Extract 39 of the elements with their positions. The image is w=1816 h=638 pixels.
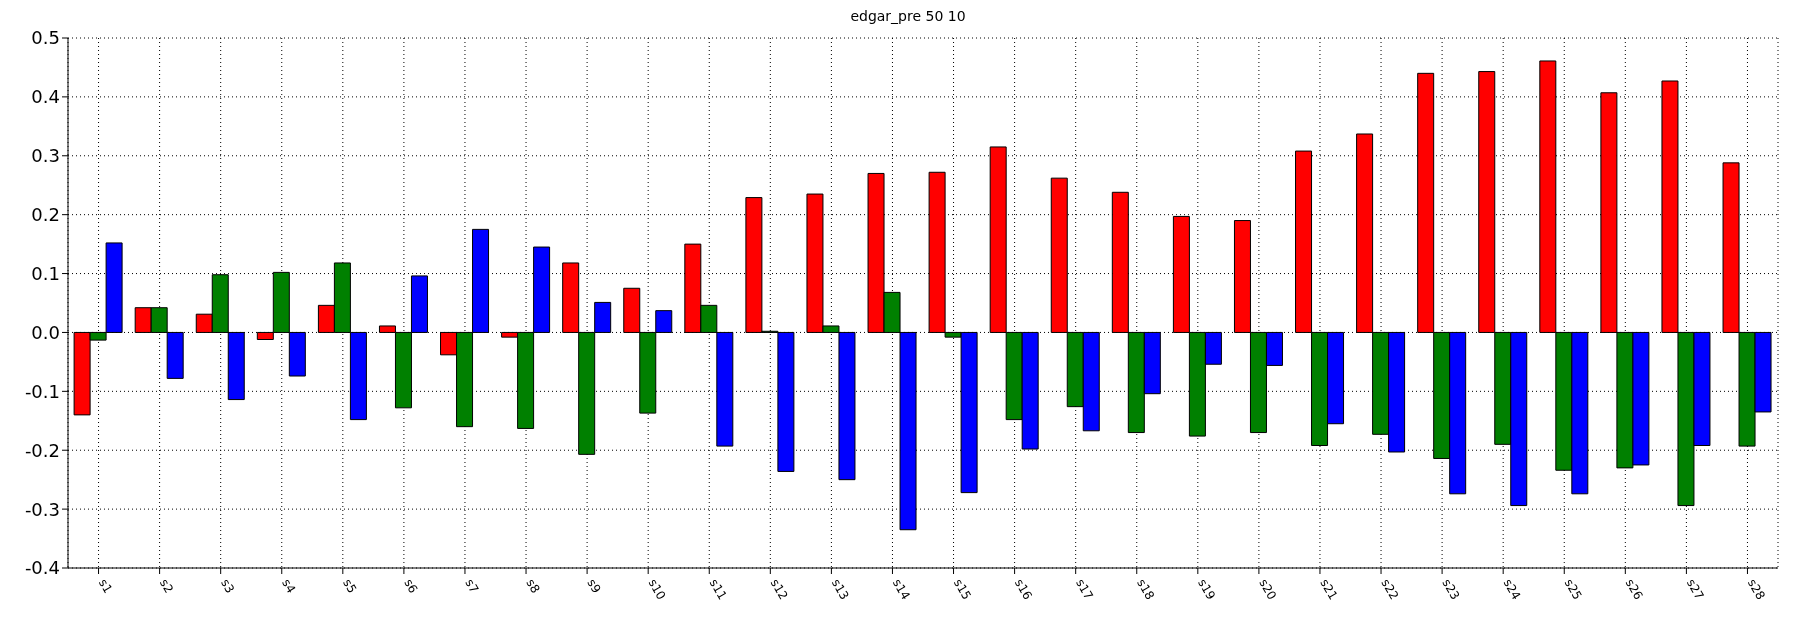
y-tick-label: -0.1 xyxy=(24,380,60,402)
x-tick-label: s22 xyxy=(1378,576,1402,603)
x-tick-label: s26 xyxy=(1622,576,1646,603)
y-tick-label: 0.4 xyxy=(31,86,60,108)
x-tick-label: s15 xyxy=(950,576,974,603)
x-tick-label: s19 xyxy=(1195,576,1219,603)
y-tick-label: -0.2 xyxy=(24,439,60,461)
x-tick-label: s23 xyxy=(1439,576,1463,603)
x-tick-label: s12 xyxy=(767,576,791,603)
x-tick-label: s25 xyxy=(1561,576,1585,603)
x-tick-label: s2 xyxy=(157,576,177,596)
x-tick-label: s6 xyxy=(401,576,421,596)
x-tick-label: s27 xyxy=(1683,576,1707,603)
x-tick-label: s8 xyxy=(523,576,543,596)
x-tick-label: s5 xyxy=(340,576,360,596)
y-tick-label: -0.3 xyxy=(24,498,60,520)
x-tick-label: s18 xyxy=(1134,576,1158,603)
y-tick-label: -0.4 xyxy=(24,557,60,579)
x-tick-label: s1 xyxy=(95,576,116,596)
x-tick-label: s20 xyxy=(1256,576,1280,603)
x-tick-label: s14 xyxy=(889,576,913,603)
x-tick-label: s10 xyxy=(645,576,669,603)
x-tick-label: s3 xyxy=(218,576,238,596)
x-tick-label: s11 xyxy=(706,576,730,603)
x-tick-label: s28 xyxy=(1744,576,1768,603)
x-tick-label: s13 xyxy=(828,576,852,603)
x-tick-label: s16 xyxy=(1012,576,1035,603)
x-tick-label: s7 xyxy=(462,576,482,596)
x-tick-label: s9 xyxy=(584,576,604,596)
x-tick-label: s4 xyxy=(279,576,299,596)
chart-title: edgar_pre 50 10 xyxy=(849,8,967,26)
y-tick-label: 0.1 xyxy=(31,262,60,284)
y-tick-label: 0.5 xyxy=(31,27,60,49)
x-tick-label: s17 xyxy=(1073,576,1096,603)
y-tick-label: 0.2 xyxy=(31,204,60,226)
y-tick-label: 0.3 xyxy=(31,145,60,167)
x-tick-label: s24 xyxy=(1500,576,1524,603)
y-tick-label: 0.0 xyxy=(31,321,60,343)
x-tick-label: s21 xyxy=(1317,576,1341,603)
